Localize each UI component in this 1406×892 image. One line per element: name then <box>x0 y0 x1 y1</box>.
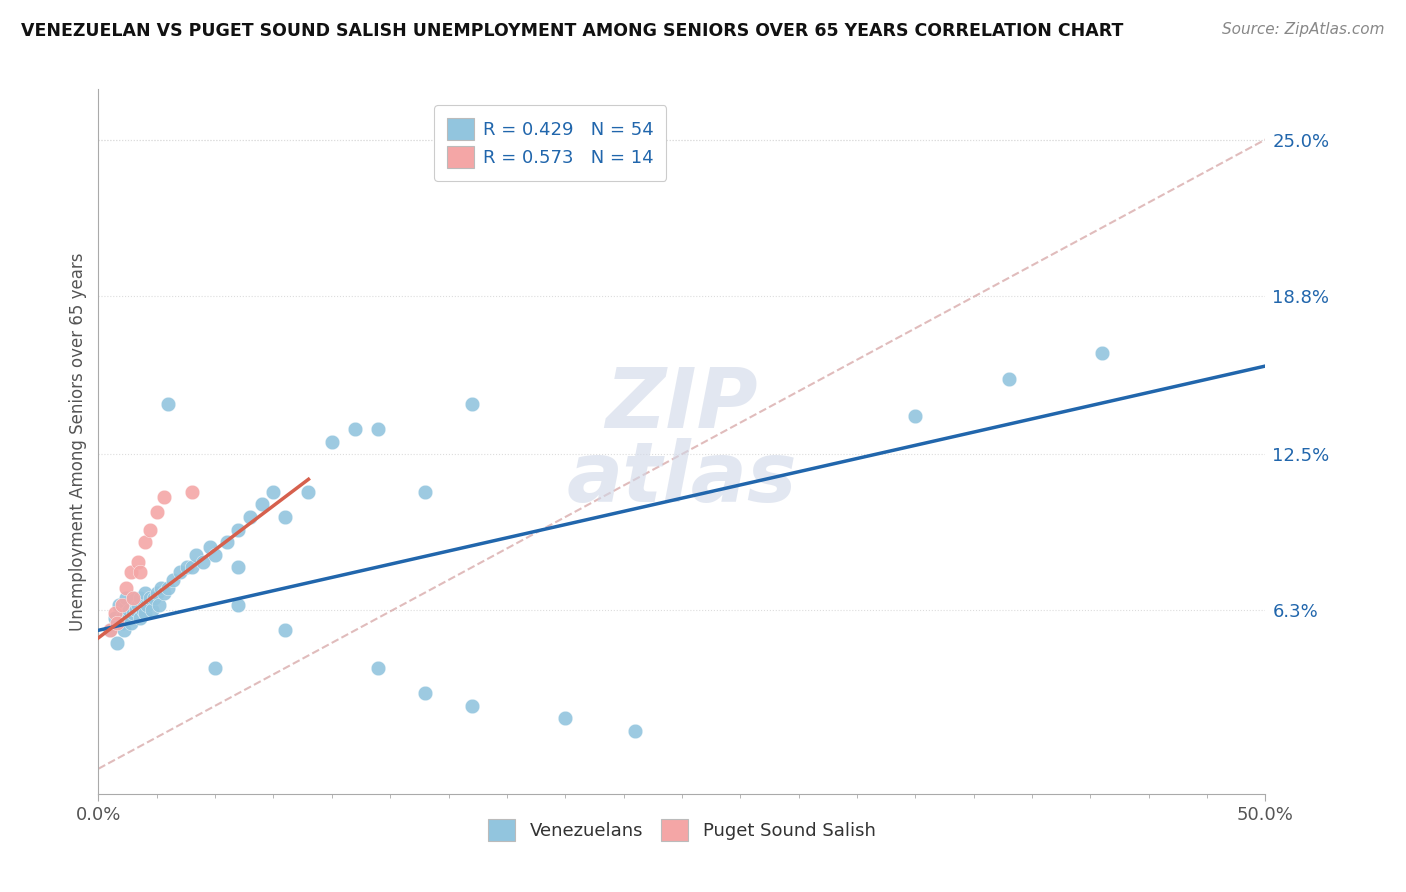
Point <box>228 560 250 574</box>
Point <box>274 510 297 524</box>
Point <box>204 661 226 675</box>
Point <box>152 585 174 599</box>
Point <box>115 606 138 620</box>
Point <box>127 598 149 612</box>
Text: ZIP
atlas: ZIP atlas <box>567 364 797 519</box>
Point <box>997 371 1019 385</box>
Point <box>111 598 134 612</box>
Point <box>118 611 141 625</box>
Point <box>186 548 208 562</box>
Point <box>162 573 184 587</box>
Point <box>111 598 134 612</box>
Point <box>250 498 273 512</box>
Point <box>111 611 134 625</box>
Point <box>180 560 202 574</box>
Point <box>139 523 162 537</box>
Point <box>120 566 142 580</box>
Point <box>297 484 319 499</box>
Point <box>112 624 135 638</box>
Point <box>125 603 148 617</box>
Point <box>139 591 162 605</box>
Point <box>127 555 149 569</box>
Point <box>215 535 238 549</box>
Point <box>152 490 174 504</box>
Point <box>129 591 152 605</box>
Point <box>413 686 436 700</box>
Point <box>122 591 145 605</box>
Point <box>157 397 180 411</box>
Point <box>150 581 173 595</box>
Legend: Venezuelans, Puget Sound Salish: Venezuelans, Puget Sound Salish <box>481 812 883 848</box>
Point <box>134 585 156 599</box>
Point <box>344 422 367 436</box>
Point <box>115 591 138 605</box>
Point <box>115 581 138 595</box>
Point <box>1091 346 1114 360</box>
Point <box>321 434 343 449</box>
Point <box>98 624 121 638</box>
Point <box>129 566 152 580</box>
Point <box>228 598 250 612</box>
Point <box>367 661 389 675</box>
Point <box>111 615 134 630</box>
Point <box>148 598 170 612</box>
Point <box>98 624 121 638</box>
Point <box>108 598 131 612</box>
Point <box>105 615 128 630</box>
Point <box>143 591 166 605</box>
Point <box>200 541 222 555</box>
Point <box>461 698 484 713</box>
Point <box>129 611 152 625</box>
Point <box>239 510 262 524</box>
Point <box>120 615 142 630</box>
Point <box>169 566 191 580</box>
Point <box>122 591 145 605</box>
Point <box>193 555 215 569</box>
Point <box>118 603 141 617</box>
Point <box>554 711 576 725</box>
Point <box>132 603 155 617</box>
Text: Source: ZipAtlas.com: Source: ZipAtlas.com <box>1222 22 1385 37</box>
Point <box>146 585 169 599</box>
Point <box>104 606 127 620</box>
Point <box>461 397 484 411</box>
Point <box>105 636 128 650</box>
Point <box>367 422 389 436</box>
Point <box>204 548 226 562</box>
Point <box>141 603 163 617</box>
Text: VENEZUELAN VS PUGET SOUND SALISH UNEMPLOYMENT AMONG SENIORS OVER 65 YEARS CORREL: VENEZUELAN VS PUGET SOUND SALISH UNEMPLO… <box>21 22 1123 40</box>
Point <box>413 484 436 499</box>
Point <box>136 598 159 612</box>
Point <box>274 624 297 638</box>
Point <box>262 484 284 499</box>
Point <box>122 606 145 620</box>
Point <box>104 611 127 625</box>
Point <box>134 535 156 549</box>
Point <box>228 523 250 537</box>
Y-axis label: Unemployment Among Seniors over 65 years: Unemployment Among Seniors over 65 years <box>69 252 87 631</box>
Point <box>157 581 180 595</box>
Point <box>904 409 927 424</box>
Point <box>134 606 156 620</box>
Point <box>176 560 198 574</box>
Point <box>624 723 647 738</box>
Point <box>180 484 202 499</box>
Point <box>146 505 169 519</box>
